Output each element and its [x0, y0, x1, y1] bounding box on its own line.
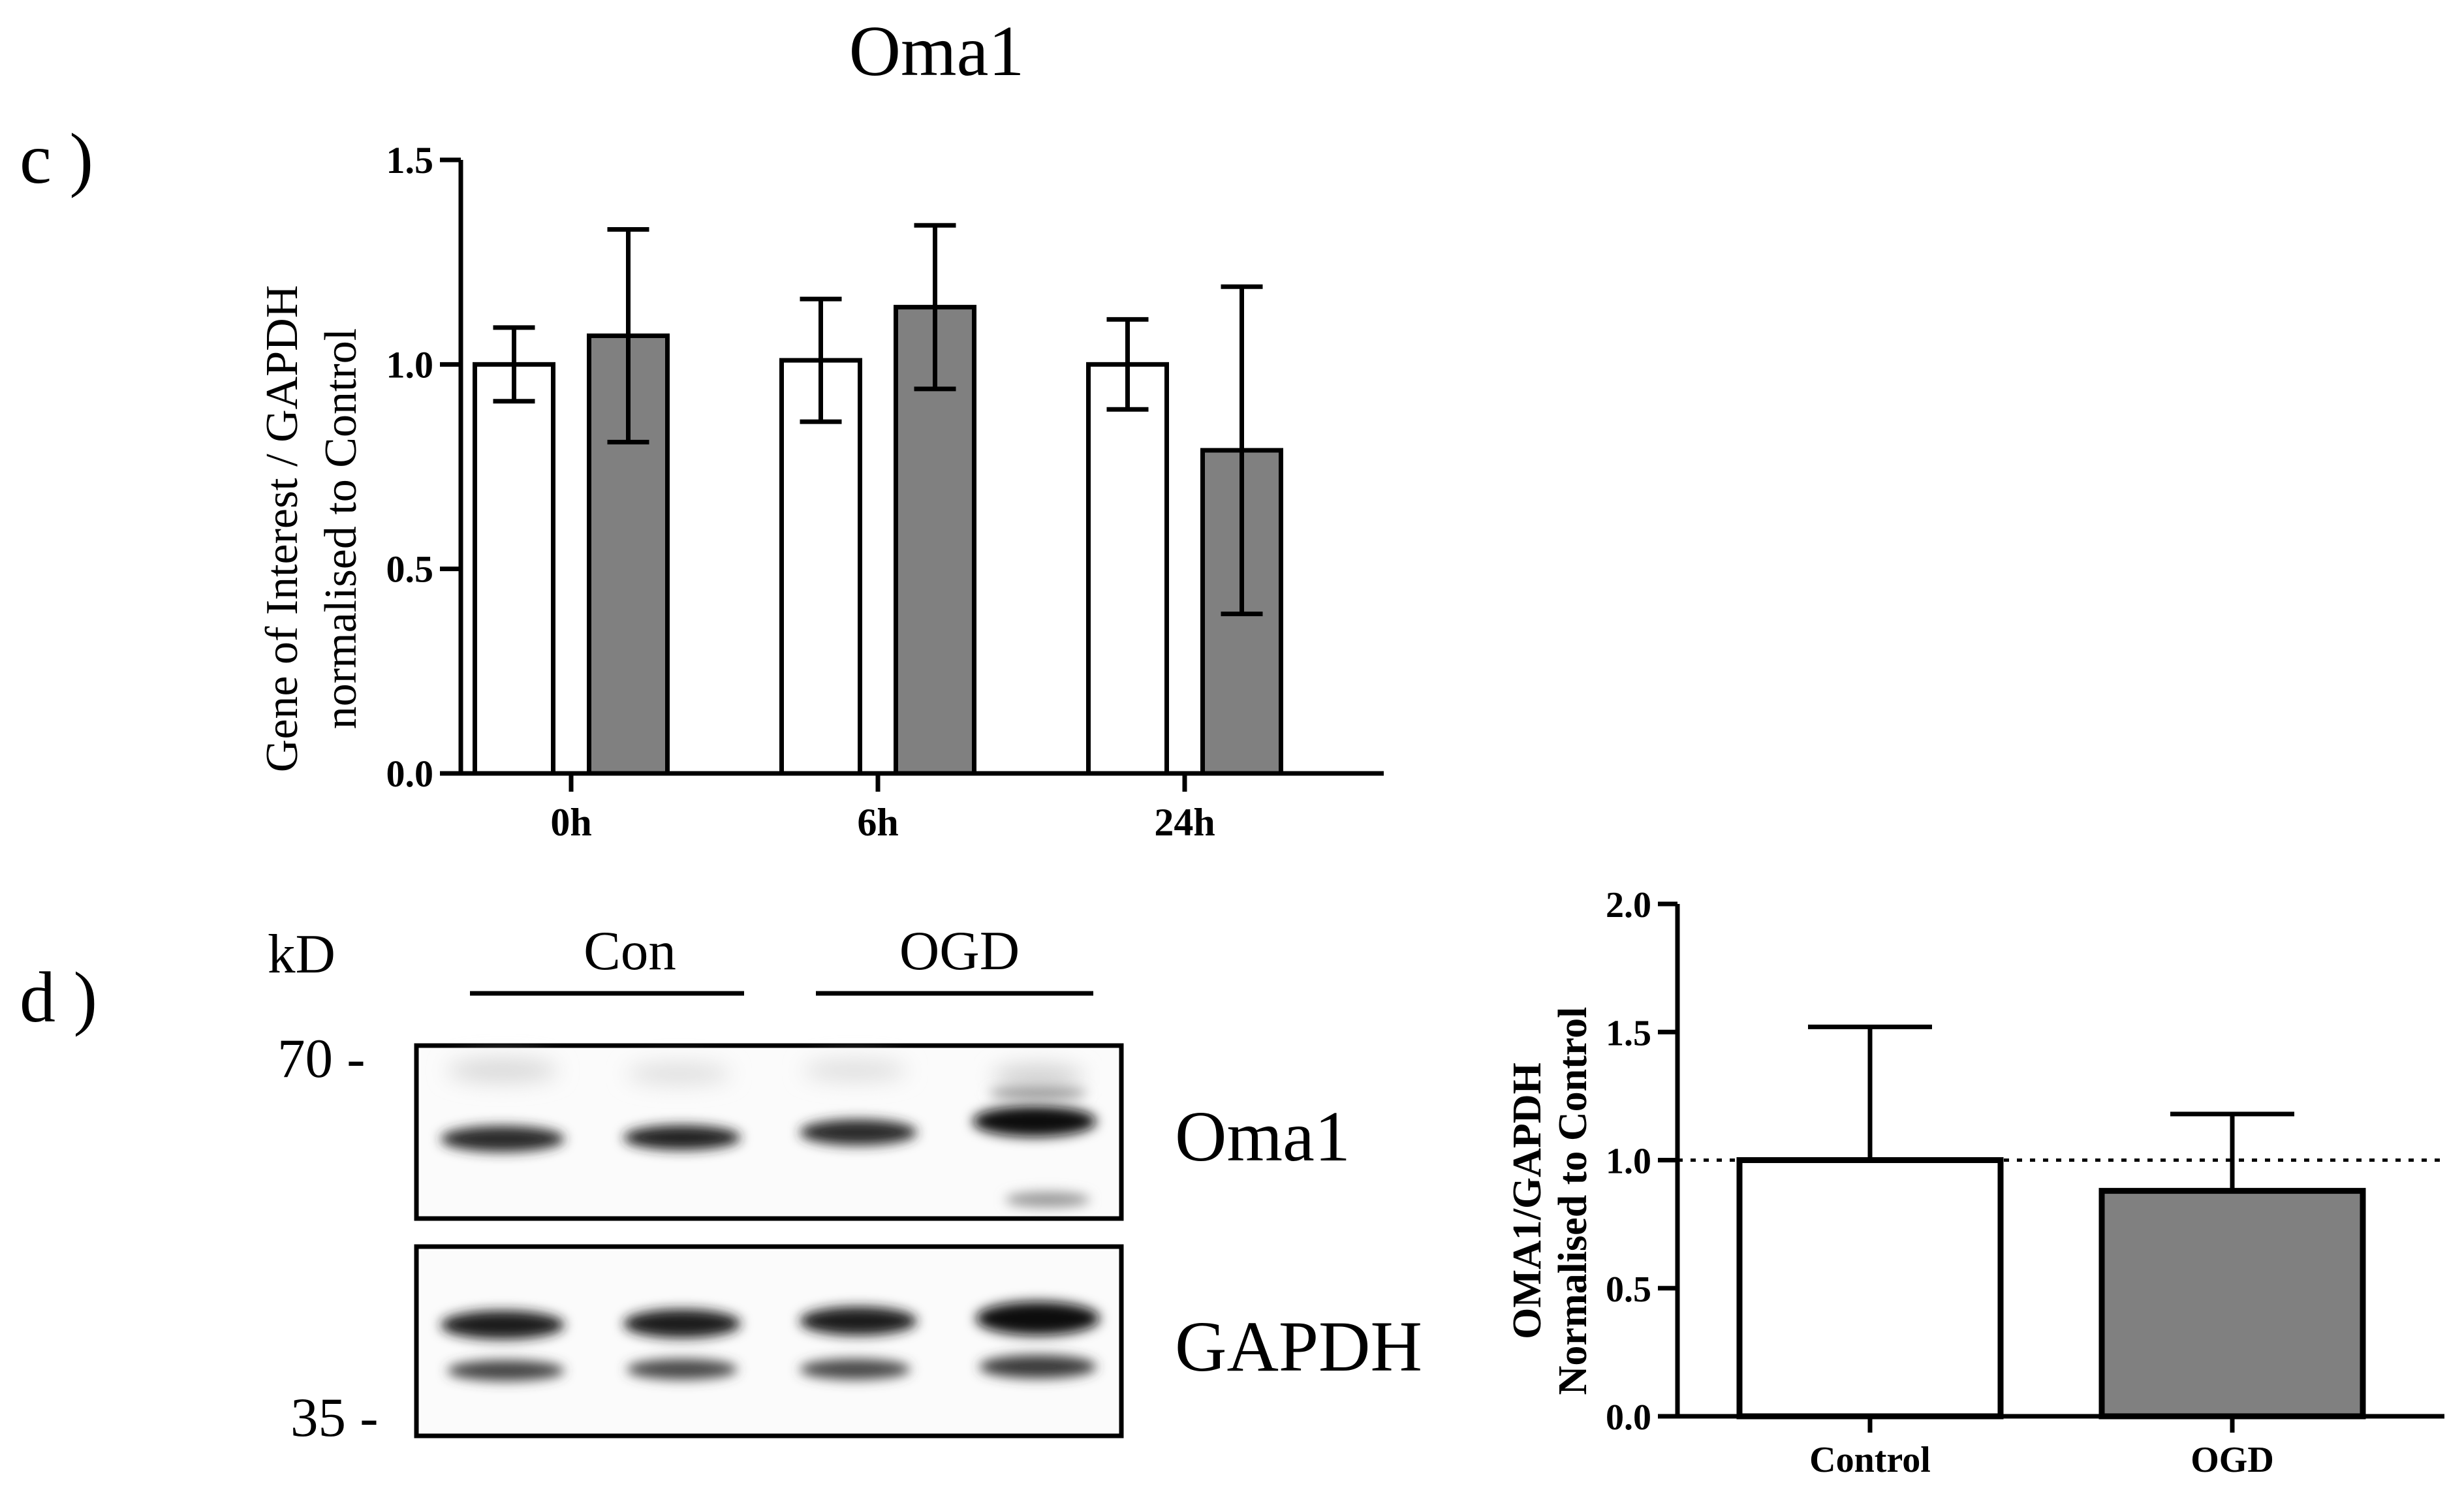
blot-group-con: Con: [584, 920, 676, 982]
chart-c-ytick-label: 1.0: [386, 343, 434, 386]
chart-d-xtick-label: Control: [1809, 1440, 1931, 1480]
blot-gapdh-bands: [441, 1301, 1100, 1381]
blot-band-gapdh: GAPDH: [1175, 1307, 1422, 1386]
chart-d-ylabel-line2: Normalised to Control: [1551, 1007, 1595, 1395]
blot-marker-70: 70 -: [277, 1028, 366, 1089]
blot-marker-35: 35 -: [290, 1387, 379, 1448]
chart-c-ytick-label: 0.0: [386, 753, 434, 795]
chart-c-xtick-label: 0h: [550, 801, 591, 844]
chart-c-bar: [1086, 362, 1169, 776]
blot-group-ogd: OGD: [899, 920, 1020, 982]
chart-c-ylabel-line2: normalised to Control: [316, 328, 366, 729]
blot-unit-label: kD: [268, 924, 335, 985]
chart-c-xtick-label: 6h: [857, 801, 898, 844]
blot-oma1-bands: [441, 1059, 1097, 1207]
chart-c-ylabel-line1: Gene of Interest / GAPDH: [257, 285, 307, 772]
blot-band-oma1: Oma1: [1175, 1096, 1350, 1176]
chart-d-ytick-label: 0.0: [1606, 1397, 1651, 1438]
chart-d-bar: [2098, 1188, 2366, 1420]
chart-d-bar: [1736, 1157, 2004, 1420]
chart-c-ytick-label: 1.5: [386, 139, 434, 181]
chart-c-xtick-label: 24h: [1154, 801, 1215, 844]
blot-gapdh-panel: [414, 1244, 1124, 1438]
chart-d: OMA1/GAPDH Normalised to Control 0.0 0.5 1…: [1505, 885, 2444, 1480]
chart-d-ytick-label: 2.0: [1606, 885, 1651, 925]
chart-d-xtick-label: OGD: [2191, 1440, 2274, 1480]
western-blot: kD Con OGD 70 - 35 - Oma1: [268, 920, 1422, 1448]
panel-label-d: d ): [20, 957, 97, 1037]
chart-c-ytick-label: 0.5: [386, 548, 434, 591]
chart-d-ylabel-line1: OMA1/GAPDH: [1505, 1063, 1550, 1339]
panel-label-c: c ): [20, 119, 93, 198]
chart-c-bar: [473, 362, 555, 776]
chart-c: Oma1 Gene of Interest / GAPDH normalised…: [257, 11, 1384, 844]
chart-d-ytick-label: 1.0: [1606, 1142, 1651, 1182]
chart-d-ytick-label: 0.5: [1606, 1269, 1651, 1310]
chart-c-title: Oma1: [849, 11, 1025, 91]
chart-d-ytick-label: 1.5: [1606, 1013, 1651, 1053]
